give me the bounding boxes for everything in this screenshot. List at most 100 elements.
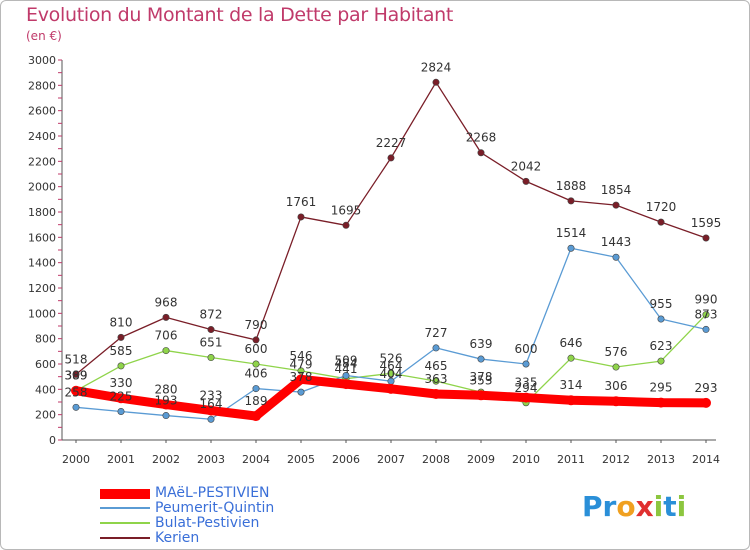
data-point [297, 388, 305, 396]
data-label: 1695 [331, 203, 362, 217]
data-point [431, 389, 441, 400]
x-tick-label: 2000 [62, 453, 90, 466]
logo-letter: i [676, 490, 687, 523]
y-tick-label: 3000 [28, 54, 56, 67]
data-label: 189 [245, 394, 268, 408]
data-point [387, 154, 395, 162]
data-point [477, 355, 485, 363]
data-point [522, 360, 530, 368]
data-point [432, 377, 440, 385]
data-label: 1888 [556, 179, 587, 193]
data-label: 193 [155, 394, 178, 408]
y-tick-label: 1600 [28, 231, 56, 244]
data-point [612, 201, 620, 209]
x-tick-label: 2010 [512, 453, 540, 466]
data-label: 872 [200, 308, 223, 322]
logo-letter: t [663, 490, 677, 523]
data-point [162, 412, 170, 420]
data-label: 990 [695, 293, 718, 307]
data-label: 1514 [556, 226, 587, 240]
x-tick-label: 2006 [332, 453, 360, 466]
data-label: 646 [560, 336, 583, 350]
y-tick-label: 0 [49, 434, 56, 447]
legend-swatch [100, 537, 150, 539]
data-point [566, 395, 576, 406]
data-point [207, 415, 215, 423]
data-label: 378 [470, 370, 493, 384]
data-point [207, 354, 215, 362]
y-tick-label: 2000 [28, 181, 56, 194]
data-label: 873 [695, 307, 718, 321]
chart-title: Evolution du Montant de la Dette par Hab… [26, 4, 454, 26]
data-label: 576 [605, 345, 628, 359]
data-label: 389 [65, 369, 88, 383]
chart-subtitle: (en €) [26, 29, 62, 43]
logo-letter: r [602, 490, 617, 523]
data-point [432, 344, 440, 352]
data-point [522, 177, 530, 185]
data-point [702, 325, 710, 333]
data-label: 335 [515, 376, 538, 390]
data-point [341, 379, 351, 390]
data-point [252, 385, 260, 393]
legend-swatch [100, 489, 150, 499]
proxiti-logo: Proxiti [582, 490, 686, 523]
x-tick-label: 2014 [692, 453, 720, 466]
x-tick-label: 2011 [557, 453, 585, 466]
data-point [612, 253, 620, 261]
data-point [386, 383, 396, 394]
legend-label: Bulat-Pestivien [155, 515, 260, 531]
y-tick-label: 2600 [28, 105, 56, 118]
data-label: 2824 [421, 60, 452, 74]
logo-letter: i [653, 490, 664, 523]
data-point [72, 370, 80, 378]
y-tick-label: 200 [35, 409, 56, 422]
data-label: 314 [560, 378, 583, 392]
data-label: 293 [695, 381, 718, 395]
data-point [252, 360, 260, 368]
data-label: 306 [605, 379, 628, 393]
y-tick-label: 1800 [28, 206, 56, 219]
data-point [432, 78, 440, 86]
legend-swatch [100, 522, 150, 524]
data-point [477, 149, 485, 157]
data-point [206, 405, 216, 416]
data-label: 225 [110, 390, 133, 404]
x-tick-label: 2004 [242, 453, 270, 466]
data-label: 353 [470, 373, 493, 387]
data-label: 509 [335, 354, 358, 368]
data-point [476, 390, 486, 401]
data-point [342, 221, 350, 229]
legend-swatch [100, 507, 150, 509]
data-label: 465 [425, 359, 448, 373]
data-label: 623 [650, 339, 673, 353]
data-label: 404 [380, 367, 403, 381]
y-tick-label: 600 [35, 358, 56, 371]
data-label: 280 [155, 383, 178, 397]
y-tick-label: 800 [35, 333, 56, 346]
legend-label: MAëL-PESTIVIEN [155, 485, 270, 501]
x-tick-label: 2012 [602, 453, 630, 466]
data-label: 378 [290, 370, 313, 384]
data-label: 1595 [691, 216, 722, 230]
data-label: 600 [245, 342, 268, 356]
data-label: 295 [650, 381, 673, 395]
data-label: 484 [335, 357, 358, 371]
data-label: 294 [515, 381, 538, 395]
y-tick-label: 2200 [28, 155, 56, 168]
data-point [117, 407, 125, 415]
data-label: 389 [65, 369, 88, 383]
data-label: 526 [380, 351, 403, 365]
data-point [521, 392, 531, 403]
data-label: 2268 [466, 131, 497, 145]
y-tick-label: 2400 [28, 130, 56, 143]
data-point [252, 336, 260, 344]
data-label: 790 [245, 318, 268, 332]
data-point [207, 326, 215, 334]
data-label: 810 [110, 315, 133, 329]
data-label: 600 [515, 342, 538, 356]
data-point [611, 396, 621, 407]
data-point [702, 311, 710, 319]
data-point [117, 362, 125, 370]
